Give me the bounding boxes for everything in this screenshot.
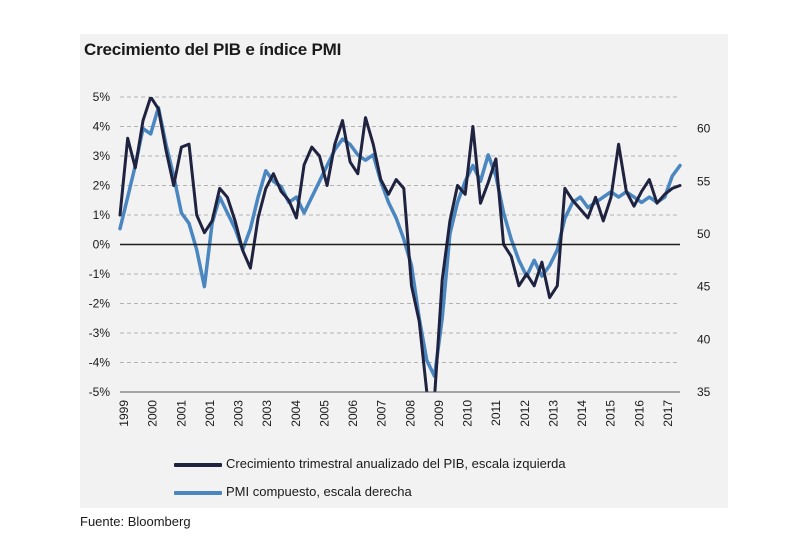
chart-panel [80,34,728,508]
x-tick-label: 2009 [432,400,446,427]
left-tick-label: 2% [93,179,111,193]
left-tick-label: 3% [93,149,111,163]
x-tick-label: 2001 [174,400,188,427]
left-tick-label: 0% [93,238,111,252]
right-tick-label: 55 [697,174,711,188]
right-tick-label: 35 [697,385,711,399]
x-tick-label: 2001 [203,400,217,427]
series-line-gdp [118,97,682,392]
x-tick-label: 2014 [575,400,589,427]
x-tick-label: 2000 [146,400,160,427]
right-axis-ticks: 60 55 50 45 40 35 [697,122,711,399]
left-tick-label: -4% [89,356,111,370]
legend-swatch-pmi [174,490,222,495]
left-tick-label: -2% [89,297,111,311]
right-tick-label: 50 [697,227,711,241]
left-tick-label: -1% [89,267,111,281]
x-tick-label: 2003 [260,400,274,427]
legend-label-gdp: Crecimiento trimestral anualizado del PI… [226,456,566,471]
legend-swatch-gdp [174,462,222,467]
right-tick-label: 60 [697,122,711,136]
legend-item-gdp: Crecimiento trimestral anualizado del PI… [174,455,566,473]
left-tick-label: 5% [93,90,111,104]
x-tick-label: 2013 [546,400,560,427]
x-tick-label: 2011 [489,400,503,426]
x-tick-label: 2012 [518,400,532,427]
right-tick-label: 40 [697,332,711,346]
left-tick-label: -3% [89,326,111,340]
left-tick-label: -5% [89,385,111,399]
x-tick-label: 2015 [604,400,618,427]
legend-label-pmi: PMI compuesto, escala derecha [226,484,412,499]
series-line-pmi [118,105,682,378]
x-tick-label: 2005 [317,400,331,427]
x-tick-label: 2017 [661,400,675,427]
x-tick-label: 2006 [346,400,360,427]
x-axis-ticks: 1999 2000 2001 2001 2003 2003 2004 2005 2006 2007… [117,400,675,427]
x-tick-label: 1999 [117,400,131,427]
source-note: Fuente: Bloomberg [80,514,191,529]
x-tick-label: 2007 [375,400,389,427]
left-tick-label: 4% [93,120,111,134]
left-axis-ticks: 5% 4% 3% 2% 1% 0% -1% -2% -3% -4% -5% [89,90,111,399]
x-tick-label: 2008 [403,400,417,427]
left-tick-label: 1% [93,208,111,222]
x-tick-label: 2003 [232,400,246,427]
x-tick-label: 2010 [461,400,475,427]
series-layer [118,97,682,392]
x-tick-label: 2004 [289,400,303,427]
right-tick-label: 45 [697,280,711,294]
legend-item-pmi: PMI compuesto, escala derecha [174,483,412,501]
chart-title: Crecimiento del PIB e índice PMI [84,40,342,59]
x-tick-label: 2016 [632,400,646,427]
